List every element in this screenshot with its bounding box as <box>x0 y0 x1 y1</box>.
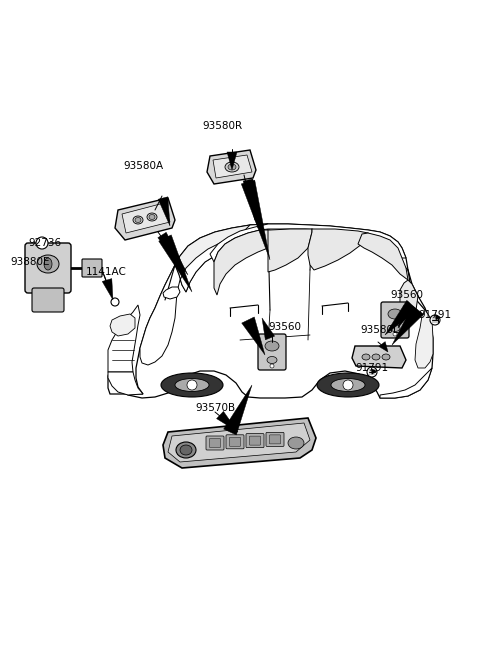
Text: 93580R: 93580R <box>202 121 242 131</box>
Polygon shape <box>158 197 170 226</box>
Polygon shape <box>435 315 441 320</box>
FancyBboxPatch shape <box>32 288 64 312</box>
FancyBboxPatch shape <box>269 435 280 444</box>
Text: 93880E: 93880E <box>10 257 49 267</box>
Ellipse shape <box>37 255 59 273</box>
Circle shape <box>187 380 197 390</box>
Polygon shape <box>392 306 424 345</box>
Ellipse shape <box>362 354 370 360</box>
Circle shape <box>111 298 119 306</box>
Polygon shape <box>398 306 412 328</box>
Polygon shape <box>262 318 275 340</box>
Polygon shape <box>108 372 143 395</box>
Ellipse shape <box>382 354 390 360</box>
Ellipse shape <box>388 309 402 319</box>
Ellipse shape <box>44 258 52 270</box>
FancyBboxPatch shape <box>381 302 409 338</box>
Polygon shape <box>163 418 316 468</box>
Polygon shape <box>415 310 433 368</box>
Polygon shape <box>308 229 368 270</box>
Polygon shape <box>214 230 270 295</box>
Polygon shape <box>110 314 135 336</box>
Text: 93580L: 93580L <box>360 325 399 335</box>
Text: 93580A: 93580A <box>123 161 163 171</box>
Circle shape <box>36 237 48 249</box>
Polygon shape <box>207 150 256 184</box>
Polygon shape <box>227 152 237 170</box>
FancyBboxPatch shape <box>258 334 286 370</box>
Polygon shape <box>216 411 238 432</box>
Ellipse shape <box>225 162 239 172</box>
Polygon shape <box>140 224 268 365</box>
Polygon shape <box>379 342 388 352</box>
Circle shape <box>430 315 440 325</box>
Text: 93560: 93560 <box>390 290 423 300</box>
Circle shape <box>270 364 274 368</box>
Polygon shape <box>268 229 312 272</box>
Ellipse shape <box>288 437 304 449</box>
Polygon shape <box>210 224 406 262</box>
Polygon shape <box>400 280 418 316</box>
Polygon shape <box>168 423 310 462</box>
Ellipse shape <box>147 213 157 221</box>
FancyBboxPatch shape <box>266 432 284 446</box>
FancyBboxPatch shape <box>209 438 220 447</box>
Polygon shape <box>159 235 192 292</box>
Polygon shape <box>102 279 113 300</box>
Ellipse shape <box>317 373 379 397</box>
Polygon shape <box>385 300 417 335</box>
Ellipse shape <box>180 445 192 455</box>
Text: 93560: 93560 <box>268 322 301 332</box>
Polygon shape <box>372 369 377 374</box>
Ellipse shape <box>175 379 209 392</box>
Ellipse shape <box>267 356 277 363</box>
Ellipse shape <box>149 215 155 220</box>
Polygon shape <box>163 287 180 299</box>
Polygon shape <box>358 233 408 280</box>
FancyBboxPatch shape <box>226 435 244 449</box>
Polygon shape <box>224 385 252 435</box>
Polygon shape <box>213 155 252 178</box>
Polygon shape <box>352 346 406 368</box>
Ellipse shape <box>331 379 365 392</box>
Ellipse shape <box>372 354 380 360</box>
Text: 91791: 91791 <box>418 310 451 320</box>
FancyBboxPatch shape <box>229 438 240 446</box>
Circle shape <box>393 332 397 336</box>
Ellipse shape <box>161 373 223 397</box>
Ellipse shape <box>135 218 141 222</box>
FancyBboxPatch shape <box>206 436 224 450</box>
Ellipse shape <box>265 341 279 351</box>
Polygon shape <box>158 232 188 275</box>
Polygon shape <box>122 203 170 233</box>
Text: 92736: 92736 <box>28 238 61 248</box>
FancyBboxPatch shape <box>82 259 102 277</box>
Polygon shape <box>108 305 140 372</box>
Polygon shape <box>175 224 268 292</box>
Text: 93570B: 93570B <box>195 403 235 413</box>
Circle shape <box>343 380 353 390</box>
Circle shape <box>367 367 377 377</box>
Ellipse shape <box>133 216 143 224</box>
FancyBboxPatch shape <box>25 243 71 293</box>
Polygon shape <box>115 198 175 240</box>
FancyBboxPatch shape <box>250 436 261 445</box>
Ellipse shape <box>228 164 236 170</box>
Ellipse shape <box>176 442 196 458</box>
Polygon shape <box>380 368 432 398</box>
Ellipse shape <box>390 325 400 331</box>
Polygon shape <box>241 180 270 260</box>
FancyBboxPatch shape <box>246 434 264 447</box>
Polygon shape <box>242 317 265 355</box>
Polygon shape <box>243 179 258 228</box>
Text: 1141AC: 1141AC <box>86 267 127 277</box>
Polygon shape <box>108 224 433 398</box>
Text: 91791: 91791 <box>355 363 388 373</box>
